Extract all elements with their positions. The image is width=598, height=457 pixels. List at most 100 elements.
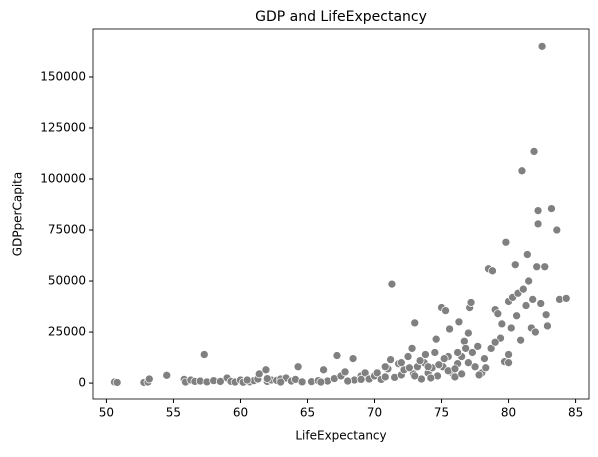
point: [445, 324, 454, 334]
point: [521, 301, 531, 310]
x-tick-label: 55: [166, 406, 181, 420]
point: [415, 356, 425, 365]
point: [473, 341, 483, 351]
point: [216, 377, 225, 386]
point: [480, 354, 489, 363]
point: [504, 358, 513, 368]
y-tick-label: 100000: [40, 172, 86, 186]
y-tick-label: 125000: [40, 120, 86, 134]
point: [528, 295, 538, 304]
x-tick-label: 85: [568, 406, 583, 420]
point: [531, 327, 540, 337]
point: [474, 370, 484, 380]
point: [254, 369, 264, 379]
point: [459, 336, 469, 346]
point: [407, 344, 417, 353]
point: [396, 358, 406, 368]
x-tick-label: 65: [300, 406, 315, 420]
point: [387, 279, 397, 289]
point: [464, 328, 473, 338]
point: [532, 262, 542, 272]
x-tick-label: 50: [99, 406, 114, 420]
y-tick-label: 25000: [48, 325, 86, 339]
x-axis-label: LifeExpectancy: [295, 429, 386, 443]
x-tick-label: 80: [501, 406, 516, 420]
point: [504, 350, 513, 359]
point: [464, 358, 473, 368]
y-tick-label: 0: [78, 376, 86, 390]
point: [403, 352, 413, 361]
point: [470, 362, 480, 372]
point: [348, 354, 358, 363]
point: [453, 348, 462, 357]
point: [488, 266, 497, 276]
point: [293, 362, 303, 372]
point: [518, 284, 528, 294]
point: [426, 373, 436, 383]
point: [552, 225, 562, 235]
point: [386, 355, 395, 364]
point: [441, 306, 450, 315]
point: [380, 372, 390, 382]
point: [261, 365, 271, 375]
point: [430, 348, 440, 357]
point: [319, 365, 328, 375]
point: [481, 363, 491, 373]
point: [537, 41, 547, 51]
y-tick-label: 150000: [40, 69, 86, 83]
point: [262, 374, 272, 383]
point: [536, 299, 546, 308]
point: [533, 206, 543, 215]
point: [454, 317, 464, 327]
point: [423, 362, 433, 372]
point: [112, 378, 122, 387]
point: [512, 311, 521, 321]
y-axis-label: GDPperCapita: [11, 172, 25, 256]
point: [522, 250, 532, 259]
point: [490, 337, 500, 347]
point: [405, 363, 414, 373]
point: [434, 360, 444, 370]
point: [457, 369, 466, 379]
x-tick-label: 60: [233, 406, 248, 420]
point: [529, 147, 539, 156]
point: [410, 371, 420, 381]
point: [316, 377, 326, 387]
point: [380, 362, 390, 372]
point: [466, 298, 476, 307]
point: [356, 375, 366, 384]
y-tick-label: 50000: [48, 274, 86, 288]
y-tick-label: 75000: [48, 223, 86, 237]
point: [439, 354, 449, 363]
plot-frame: [92, 28, 590, 400]
point: [540, 262, 550, 272]
chart-title: GDP and LifeExpectancy: [255, 9, 427, 25]
point: [431, 334, 441, 344]
point: [510, 260, 520, 270]
point: [547, 204, 556, 213]
point: [501, 237, 511, 247]
x-tick-label: 75: [434, 406, 449, 420]
point: [468, 348, 477, 357]
point: [242, 375, 252, 385]
point: [360, 368, 370, 378]
point: [517, 166, 527, 176]
point: [372, 368, 382, 378]
point: [297, 377, 307, 387]
point: [410, 318, 420, 328]
point: [461, 344, 471, 353]
point: [199, 350, 209, 359]
point: [524, 276, 534, 286]
point: [144, 374, 154, 384]
point: [421, 350, 430, 359]
x-tick-label: 70: [367, 406, 382, 420]
point: [541, 310, 551, 320]
point: [516, 335, 525, 345]
point: [497, 319, 507, 329]
point: [486, 344, 496, 353]
point: [561, 294, 571, 303]
point: [162, 370, 172, 380]
point: [450, 364, 460, 374]
point: [493, 309, 503, 319]
